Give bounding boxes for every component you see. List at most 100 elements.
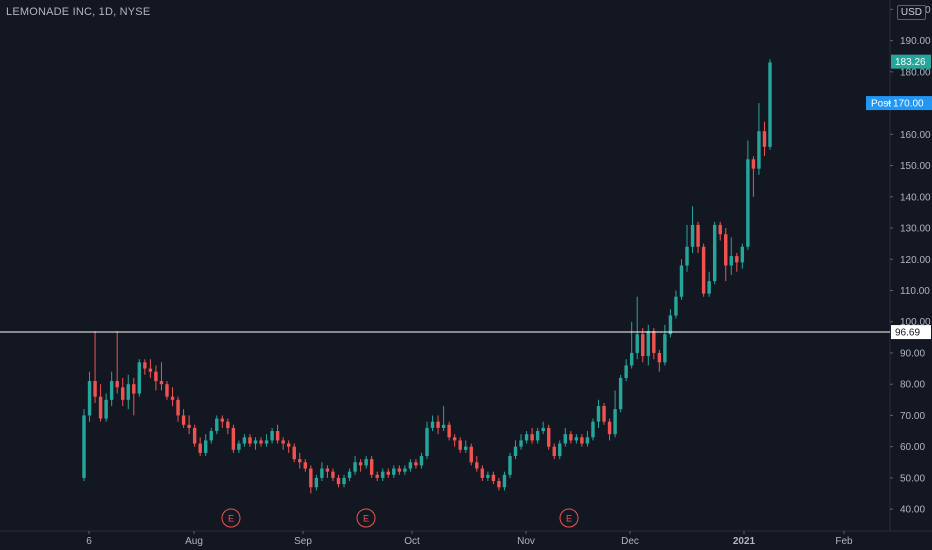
post-market-box bbox=[866, 96, 932, 111]
candle-body-up bbox=[403, 468, 407, 472]
candle-body-up bbox=[596, 406, 601, 422]
candle-body-up bbox=[690, 224, 695, 247]
candle-body-up bbox=[364, 459, 368, 466]
candle-body-down bbox=[696, 224, 700, 247]
candle-body-down bbox=[701, 246, 706, 294]
y-tick-label: 90.00 bbox=[900, 348, 925, 359]
earnings-marker-icon[interactable] bbox=[221, 508, 241, 528]
earnings-marker-icon[interactable] bbox=[559, 508, 579, 528]
candle-body-up bbox=[347, 471, 352, 478]
earnings-marker-icon[interactable] bbox=[356, 508, 376, 528]
candle-body-up bbox=[237, 443, 241, 450]
candle-body-up bbox=[618, 377, 623, 410]
candle-body-up bbox=[126, 384, 130, 400]
candle-body-down bbox=[325, 468, 330, 472]
candle-body-up bbox=[668, 315, 673, 335]
candle-body-up bbox=[535, 431, 540, 441]
candle-body-up bbox=[591, 421, 595, 438]
candle-body-up bbox=[541, 427, 545, 432]
earnings-marker-label: E bbox=[228, 514, 234, 524]
candle-body-up bbox=[430, 421, 435, 428]
candle-body-up bbox=[264, 440, 269, 444]
candle-body-down bbox=[281, 440, 285, 444]
currency-button[interactable]: USD bbox=[896, 5, 926, 20]
candle-body-up bbox=[109, 381, 114, 400]
candle-body-up bbox=[203, 440, 208, 453]
y-tick-label: 80.00 bbox=[900, 380, 925, 391]
candle-body-down bbox=[530, 434, 534, 441]
candle-body-up bbox=[519, 440, 523, 447]
y-tick-label: 130.00 bbox=[900, 224, 931, 235]
candle-body-down bbox=[198, 443, 202, 453]
candle-body-down bbox=[375, 474, 379, 478]
x-tick-label: Nov bbox=[517, 536, 535, 547]
candle-body-up bbox=[342, 477, 346, 485]
y-tick-label: 60.00 bbox=[900, 442, 925, 453]
candle-body-down bbox=[546, 427, 551, 447]
x-tick-label: Feb bbox=[835, 536, 853, 547]
candle-body-down bbox=[303, 462, 308, 469]
candle-body-down bbox=[762, 131, 767, 147]
candle-body-down bbox=[641, 334, 645, 357]
x-tick-label: 6 bbox=[86, 536, 92, 547]
candle-body-up bbox=[215, 418, 219, 432]
y-tick-label: 180.00 bbox=[900, 67, 931, 78]
x-tick-label: 2021 bbox=[733, 536, 756, 547]
candle-body-down bbox=[602, 406, 606, 422]
candle-body-down bbox=[447, 424, 451, 438]
candle-body-down bbox=[159, 381, 164, 385]
candle-body-up bbox=[624, 365, 628, 378]
candle-body-up bbox=[508, 456, 512, 475]
candle-body-up bbox=[104, 399, 108, 419]
candle-body-down bbox=[292, 446, 296, 460]
candle-body-up bbox=[464, 446, 468, 450]
last-price-box bbox=[891, 54, 931, 69]
y-tick-label: 120.00 bbox=[900, 255, 931, 266]
candle-body-up bbox=[320, 468, 324, 478]
crosshair-price-label: 96.69 bbox=[895, 328, 920, 339]
y-tick-label: 150.00 bbox=[900, 161, 931, 172]
candle-body-up bbox=[712, 224, 717, 282]
candle-body-up bbox=[685, 246, 689, 266]
candle-body-down bbox=[718, 224, 722, 235]
candle-body-down bbox=[331, 471, 335, 478]
candle-body-down bbox=[165, 384, 169, 397]
candle-body-down bbox=[187, 424, 191, 428]
candle-body-down bbox=[181, 415, 186, 425]
candle-body-up bbox=[746, 159, 750, 247]
candle-body-up bbox=[635, 334, 639, 353]
candle-body-down bbox=[369, 459, 374, 475]
candle-body-down bbox=[226, 421, 230, 428]
y-tick-label: 40.00 bbox=[900, 505, 925, 516]
candle-body-up bbox=[408, 462, 413, 469]
candle-body-down bbox=[336, 477, 341, 485]
candle-body-up bbox=[629, 352, 634, 366]
candle-body-down bbox=[259, 440, 263, 444]
candle-body-up bbox=[381, 471, 385, 478]
crosshair-price-box bbox=[891, 325, 931, 340]
candle-body-down bbox=[154, 371, 158, 382]
candle-body-up bbox=[679, 265, 684, 297]
candle-body-down bbox=[93, 381, 97, 397]
candle-body-up bbox=[486, 474, 490, 478]
candle-body-up bbox=[82, 415, 86, 478]
candle-body-up bbox=[740, 246, 745, 263]
candle-body-up bbox=[242, 437, 247, 444]
candle-body-up bbox=[87, 381, 92, 416]
x-tick-label: Oct bbox=[404, 536, 420, 547]
candle-body-down bbox=[497, 481, 501, 488]
candle-body-down bbox=[386, 471, 390, 475]
y-tick-label: 140.00 bbox=[900, 192, 931, 203]
post-market-price-label: 170.00 bbox=[893, 99, 924, 110]
candle-body-up bbox=[674, 296, 678, 316]
candle-body-down bbox=[275, 431, 280, 441]
candle-body-down bbox=[358, 462, 363, 466]
candle-body-down bbox=[552, 446, 556, 457]
candle-body-down bbox=[751, 159, 756, 169]
y-tick-label: 160.00 bbox=[900, 130, 931, 141]
post-market-tag: Post bbox=[871, 99, 891, 110]
candle-body-down bbox=[469, 446, 473, 463]
candle-body-down bbox=[652, 331, 656, 353]
candle-body-up bbox=[707, 281, 711, 294]
